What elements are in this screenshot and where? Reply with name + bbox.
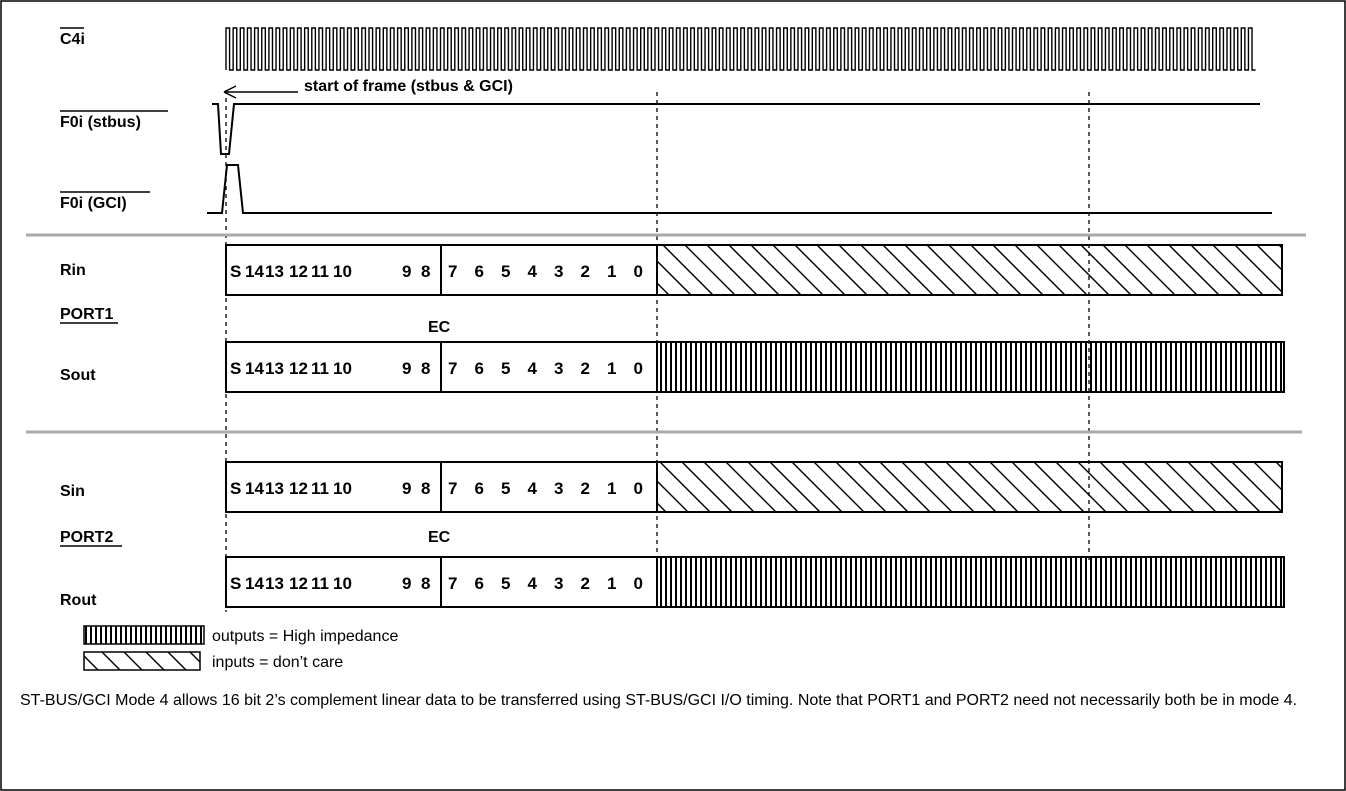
rout-bit-10: 10 <box>333 574 352 593</box>
sout-bit-6: 6 <box>475 359 484 378</box>
rout-bit-0: 0 <box>634 574 643 593</box>
label-port1: PORT1 <box>60 306 113 323</box>
rin-bit-10: 10 <box>333 262 352 281</box>
label-rin: Rin <box>60 262 86 279</box>
rout-bit-7: 7 <box>448 574 457 593</box>
sout-bit-0: 0 <box>634 359 643 378</box>
rin-bit-11: 11 <box>311 262 329 281</box>
sout-bit-S: S <box>230 359 241 378</box>
sin-bit-12: 12 <box>289 479 308 498</box>
sin-bit-4: 4 <box>528 479 538 498</box>
start-of-frame-label: start of frame (stbus & GCI) <box>304 78 513 95</box>
f0i-stbus-waveform <box>212 103 1260 155</box>
label-c4i: C4i <box>60 31 85 48</box>
sout-bit-10: 10 <box>333 359 352 378</box>
sout-bit-14: 14 <box>245 359 264 378</box>
sin-bit-8: 8 <box>421 479 430 498</box>
sin-bit-7: 7 <box>448 479 457 498</box>
rin-bit-13: 13 <box>265 262 284 281</box>
label-sout: Sout <box>60 367 96 384</box>
c4i-clock-waveform <box>225 27 1256 71</box>
sout-low-byte-cell <box>440 341 658 393</box>
sin-bit-1: 1 <box>607 479 616 498</box>
legend-dont-care-label: inputs = don’t care <box>212 654 343 671</box>
sout-high-impedance-region <box>656 341 1285 393</box>
sin-bit-11: 11 <box>311 479 329 498</box>
sin-dont-care-region <box>656 461 1283 513</box>
sout-bit-12: 12 <box>289 359 308 378</box>
sout-bit-7: 7 <box>448 359 457 378</box>
sout-bit-5: 5 <box>501 359 510 378</box>
legend-high-impedance-swatch <box>83 625 205 645</box>
label-rout: Rout <box>60 592 97 609</box>
sin-bit-0: 0 <box>634 479 643 498</box>
rin-bit-2: 2 <box>581 262 590 281</box>
rin-bit-4: 4 <box>528 262 538 281</box>
sin-bit-6: 6 <box>475 479 484 498</box>
sin-bit-13: 13 <box>265 479 284 498</box>
legend-high-impedance-label: outputs = High impedance <box>212 628 398 645</box>
rin-bit-3: 3 <box>554 262 563 281</box>
rin-bit-7: 7 <box>448 262 457 281</box>
sin-bit-5: 5 <box>501 479 510 498</box>
rin-bit-12: 12 <box>289 262 308 281</box>
sin-bit-14: 14 <box>245 479 264 498</box>
rout-bit-6: 6 <box>475 574 484 593</box>
sin-bit-2: 2 <box>581 479 590 498</box>
sout-bit-8: 8 <box>421 359 430 378</box>
rout-bit-1: 1 <box>607 574 616 593</box>
rout-bit-12: 12 <box>289 574 308 593</box>
sin-bit-3: 3 <box>554 479 563 498</box>
rout-bit-13: 13 <box>265 574 284 593</box>
sout-bit-4: 4 <box>528 359 538 378</box>
rin-bit-9: 9 <box>402 262 411 281</box>
rin-bit-6: 6 <box>475 262 484 281</box>
figure-caption: ST-BUS/GCI Mode 4 allows 16 bit 2’s comp… <box>20 692 1298 709</box>
sout-bit-2: 2 <box>581 359 590 378</box>
ec-label-port2: EC <box>428 529 451 546</box>
label-f0i-gci: F0i (GCI) <box>60 195 127 212</box>
rout-bit-11: 11 <box>311 574 329 593</box>
sin-bit-S: S <box>230 479 241 498</box>
legend-dont-care-swatch <box>83 651 201 671</box>
sout-bit-13: 13 <box>265 359 284 378</box>
label-f0i-stbus: F0i (stbus) <box>60 114 141 131</box>
rout-high-impedance-region <box>656 556 1285 608</box>
sin-bit-10: 10 <box>333 479 352 498</box>
rout-bit-4: 4 <box>528 574 538 593</box>
rout-bit-5: 5 <box>501 574 510 593</box>
rin-bit-0: 0 <box>634 262 643 281</box>
rout-bit-14: 14 <box>245 574 264 593</box>
label-sin: Sin <box>60 483 85 500</box>
sout-bit-1: 1 <box>607 359 616 378</box>
ec-label-port1: EC <box>428 319 451 336</box>
rout-bit-3: 3 <box>554 574 563 593</box>
rout-low-byte-cell <box>440 556 658 608</box>
label-port2: PORT2 <box>60 529 113 546</box>
sin-low-byte-cell <box>440 461 658 513</box>
rout-bit-2: 2 <box>581 574 590 593</box>
f0i-gci-waveform <box>207 164 1272 214</box>
sout-bit-3: 3 <box>554 359 563 378</box>
rin-bit-8: 8 <box>421 262 430 281</box>
rin-bit-1: 1 <box>607 262 616 281</box>
rout-bit-9: 9 <box>402 574 411 593</box>
rin-bit-S: S <box>230 262 241 281</box>
sout-bit-11: 11 <box>311 359 329 378</box>
rin-bit-5: 5 <box>501 262 510 281</box>
rin-dont-care-region <box>656 244 1283 296</box>
sout-bit-9: 9 <box>402 359 411 378</box>
rin-bit-14: 14 <box>245 262 264 281</box>
rout-bit-S: S <box>230 574 241 593</box>
sin-bit-9: 9 <box>402 479 411 498</box>
rin-low-byte-cell <box>440 244 658 296</box>
rout-bit-8: 8 <box>421 574 430 593</box>
